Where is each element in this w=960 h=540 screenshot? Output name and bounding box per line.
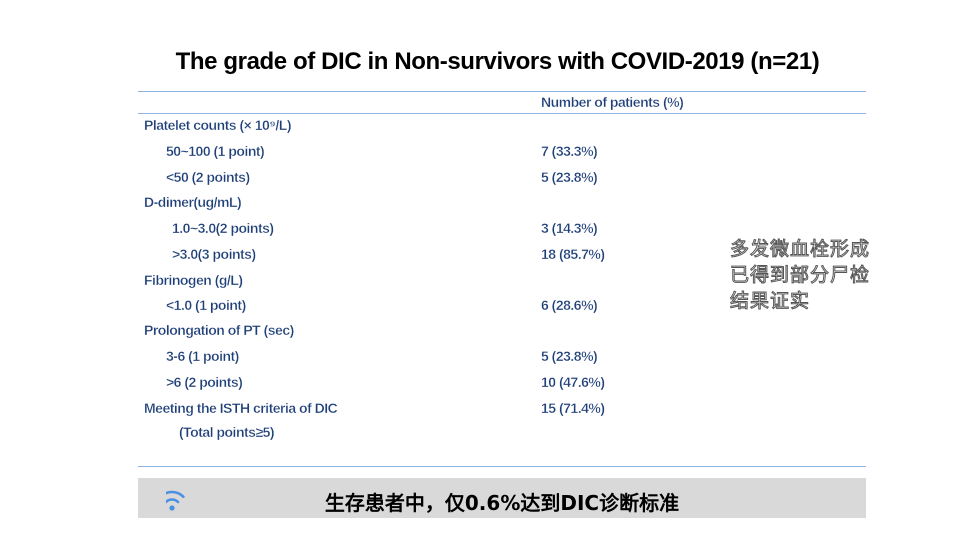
row-label-d-dimer: D-dimer(ug/mL) (144, 194, 242, 210)
row-label-platelet: Platelet counts (× 10⁹/L) (144, 117, 292, 133)
row-value: 5 (23.8%) (541, 348, 598, 364)
row-value: 6 (28.6%) (541, 297, 598, 313)
row-label-pt: Prolongation of PT (sec) (144, 322, 295, 338)
slide-title: The grade of DIC in Non-survivors with C… (175, 48, 820, 75)
row-label-fibrinogen: Fibrinogen (g/L) (144, 272, 243, 288)
row-value: 15 (71.4%) (541, 400, 605, 416)
footer-banner: 生存患者中，仅0.6%达到DIC诊断标准 (138, 478, 866, 518)
row-label-platelet-lt50: <50 (2 points) (166, 169, 250, 185)
row-value: 3 (14.3%) (541, 220, 598, 236)
row-value: 10 (47.6%) (541, 374, 605, 390)
table-top-rule (138, 91, 866, 92)
row-label-pt-3-6: 3-6 (1 point) (166, 348, 240, 364)
side-note: 多发微血栓形成 已得到部分尸检 结果证实 (730, 238, 871, 313)
table-header-rule (138, 113, 866, 114)
row-label-isth: Meeting the ISTH criteria of DIC (144, 400, 338, 416)
row-label-total-points: (Total points≥5) (179, 424, 275, 440)
row-value: 18 (85.7%) (541, 246, 605, 262)
row-label-pt-gt6: >6 (2 points) (166, 374, 243, 390)
column-header: Number of patients (%) (541, 94, 684, 110)
row-label-fibrinogen-lt1: <1.0 (1 point) (166, 297, 247, 313)
footer-text: 生存患者中，仅0.6%达到DIC诊断标准 (324, 491, 680, 515)
row-value: 7 (33.3%) (541, 143, 598, 159)
table-bottom-rule (138, 466, 866, 467)
row-label-platelet-50-100: 50~100 (1 point) (166, 143, 265, 159)
row-value: 5 (23.8%) (541, 169, 598, 185)
row-label-d-dimer-gt3: >3.0(3 points) (172, 246, 256, 262)
wifi-signal-icon (166, 490, 185, 511)
row-label-d-dimer-1-3: 1.0~3.0(2 points) (172, 220, 274, 236)
